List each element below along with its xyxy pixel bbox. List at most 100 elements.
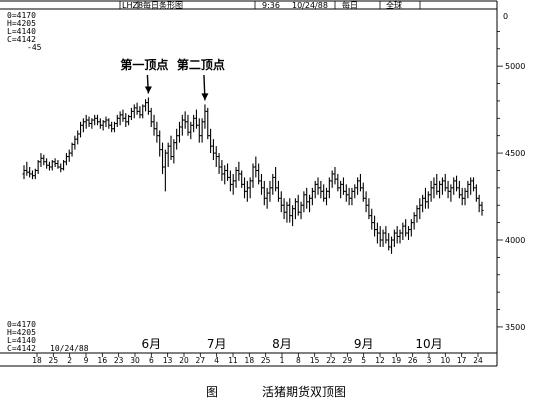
price-bars [22,97,484,254]
price-bar [67,149,71,162]
price-bar [415,205,419,223]
x-tick-label: 29 [343,356,353,365]
price-bar [90,118,94,129]
price-bar [384,226,388,244]
x-tick-label: 16 [98,356,108,365]
price-bar [449,184,453,202]
price-bar [471,177,476,192]
price-bar [28,166,32,178]
price-bar [426,191,430,209]
price-bar [375,222,379,244]
price-bar [350,187,354,206]
price-bar [460,187,464,206]
price-bar [138,106,142,119]
price-bar [169,135,173,161]
price-bar [112,121,117,133]
readout-low: L=4140 [7,27,36,36]
price-bar [155,121,159,143]
x-tick-label: 18 [245,356,255,365]
price-bar [392,229,396,247]
price-bar [477,194,481,213]
price-bar [180,114,184,136]
x-tick-label: 5 [361,356,366,365]
caption-figure-label: 图 [206,385,219,399]
x-tick-label: 18 [32,356,42,365]
bottom-date: 10/24/88 [50,344,89,353]
price-bar [56,160,60,169]
header-scope: 全球 [386,0,402,10]
month-label: 10月 [415,337,442,351]
x-tick-label: 27 [196,356,206,365]
price-bar [214,146,218,167]
price-bar [305,187,309,209]
price-bar [172,139,176,164]
price-bar [429,180,433,202]
price-bar [115,114,119,127]
x-tick-label: 11 [228,356,238,365]
price-bar [175,128,179,150]
header-date: 10/24/88 [292,1,328,10]
price-bar [347,187,351,206]
readout-open: 0=4170 [7,11,36,20]
price-bar [166,142,170,167]
x-tick-label: 13 [163,356,173,365]
price-bar [59,163,63,173]
x-tick-label: 25 [49,356,59,365]
price-bar [324,187,329,206]
price-bar [242,177,247,199]
readout-close: C=4142 [7,35,36,44]
price-bar [217,153,221,174]
price-bar [469,177,473,195]
price-bar [78,121,83,138]
price-bar [299,201,303,220]
price-bar [279,191,283,213]
ohlc-readout-bottom: 0=4170 H=4205 L=4140 C=4142 10/24/88 [7,320,89,353]
price-bar [47,161,52,171]
top-right-label: 0 [503,12,508,21]
price-bar [401,222,405,240]
price-bar [353,184,357,199]
price-bar [290,205,295,227]
price-bar [327,177,331,199]
price-bar [333,166,337,185]
chart-header: LHZ8 每日条形图 9:36 10/24/88 每日 全球 [0,0,497,10]
price-bar [30,170,35,180]
x-tick-label: 25 [261,356,271,365]
x-tick-label: 22 [326,356,336,365]
price-bar [254,156,258,178]
price-bar [107,118,111,129]
price-bar [237,161,241,181]
price-bar [146,97,150,115]
price-bar [186,114,190,136]
price-bar [127,114,131,126]
x-tick-label: 3 [427,356,432,365]
price-bar [25,161,29,176]
x-tick-label: 20 [179,356,189,365]
price-bar [61,160,66,171]
price-bar [183,111,187,129]
price-bar [480,201,484,216]
price-bar [395,226,399,244]
price-bar [225,163,230,181]
price-bar [143,99,148,112]
price-bar [152,114,156,136]
price-bar [70,142,74,157]
month-label: 6月 [142,337,162,351]
price-bar [158,130,162,157]
price-bar [45,158,49,169]
price-bar [466,180,470,199]
price-bar [313,180,317,199]
price-bar [409,219,413,237]
header-time: 9:36 [262,1,280,10]
price-bar [98,118,102,129]
price-bar [220,160,224,181]
price-bar [84,114,88,129]
price-bar [316,177,320,195]
price-bar [101,120,105,131]
price-bar [412,212,416,230]
price-bar [322,184,326,202]
price-bar [387,233,391,251]
price-bar [73,135,77,150]
price-bar [33,168,37,180]
price-bar [406,226,411,240]
